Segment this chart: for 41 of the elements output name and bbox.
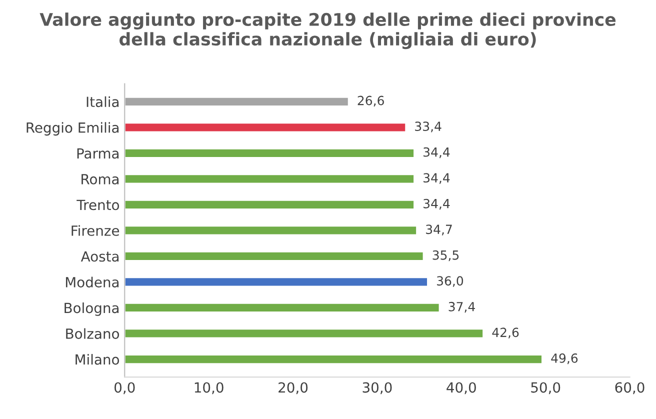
data-label: 34,7 <box>426 224 452 236</box>
data-label: 49,6 <box>551 353 578 364</box>
data-label: 26,6 <box>358 96 384 107</box>
bar <box>124 276 428 288</box>
y-tick-label: Bologna <box>64 302 119 316</box>
y-tick-label: Italia <box>86 96 119 108</box>
data-label: 42,6 <box>492 328 519 338</box>
y-tick-label: Firenze <box>72 225 120 236</box>
bar <box>124 148 415 158</box>
data-label: 37,4 <box>448 302 475 313</box>
y-tick-label: Trento <box>76 200 120 210</box>
chart-title: Valore aggiunto pro-capite 2019 delle prime dieci province della classifica nazionale (migliaia di euro) <box>40 12 616 50</box>
y-tick-label: Modena <box>66 276 119 288</box>
bar <box>124 96 350 107</box>
bar <box>124 302 440 313</box>
y-tick-label: Roma <box>82 174 119 184</box>
y-tick-label: Parma <box>77 148 119 159</box>
x-tick-label: 20,0 <box>278 382 308 394</box>
x-tick-label: 30,0 <box>362 382 392 394</box>
x-tick-label: 0,0 <box>114 382 135 394</box>
bar <box>124 199 415 210</box>
x-tick-label: 60,0 <box>615 382 644 394</box>
data-label: 34,4 <box>424 147 450 158</box>
bar <box>124 251 424 262</box>
y-tick-label: Aosta <box>80 251 119 262</box>
data-label: 34,4 <box>424 173 450 184</box>
bar <box>124 122 407 133</box>
bar <box>124 354 543 364</box>
data-label: 35,5 <box>432 250 459 262</box>
bar <box>124 328 484 339</box>
data-label: 36,0 <box>437 276 464 287</box>
y-tick-label: Milano <box>76 354 120 365</box>
bar <box>124 225 418 236</box>
data-label: 34,4 <box>424 198 450 210</box>
x-tick-label: 50,0 <box>531 382 560 394</box>
y-tick-label: Bolzano <box>66 328 120 339</box>
data-label: 33,4 <box>415 122 442 132</box>
bar <box>124 174 415 184</box>
y-tick-label: Reggio Emilia <box>26 122 119 136</box>
x-tick-label: 10,0 <box>194 382 224 394</box>
x-tick-label: 40,0 <box>446 382 476 394</box>
